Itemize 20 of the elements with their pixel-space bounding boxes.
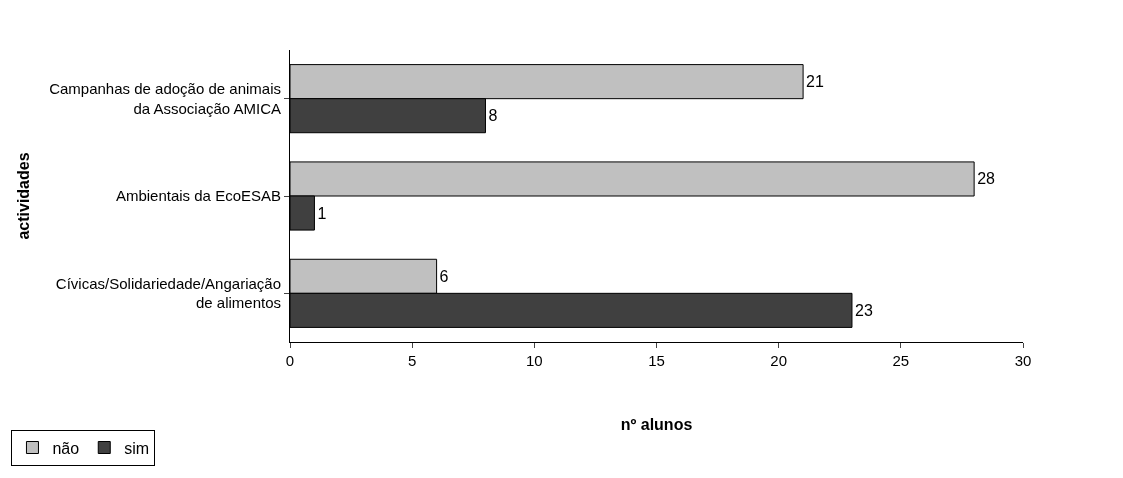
y-tick-label: Cívicas/Solidariedade/Angariação de alimentos xyxy=(55,274,281,312)
x-tick-label: 0 xyxy=(285,352,295,369)
data-label: 1 xyxy=(317,204,327,222)
data-label: 28 xyxy=(977,170,996,188)
data-label: 23 xyxy=(854,301,873,319)
legend-label: sim xyxy=(124,439,150,457)
x-tick-label: 10 xyxy=(525,352,543,369)
y-axis-title: actividades xyxy=(15,152,33,240)
y-tick-label: Campanhas de adoção de animais da Associação AMICA xyxy=(49,80,281,117)
x-tick-label: 20 xyxy=(770,352,788,369)
x-tick-label: 25 xyxy=(892,352,910,369)
y-tick-label: Ambientais da EcoESAB xyxy=(115,187,281,205)
x-axis-title: nº alunos xyxy=(620,415,693,433)
data-label: 21 xyxy=(806,73,824,91)
data-label: 6 xyxy=(439,267,449,285)
x-tick-label: 15 xyxy=(648,352,665,369)
x-tick-label: 30 xyxy=(1014,352,1032,369)
data-label: 8 xyxy=(488,107,498,125)
legend-label: não xyxy=(52,439,80,457)
x-tick-label: 5 xyxy=(408,352,417,369)
